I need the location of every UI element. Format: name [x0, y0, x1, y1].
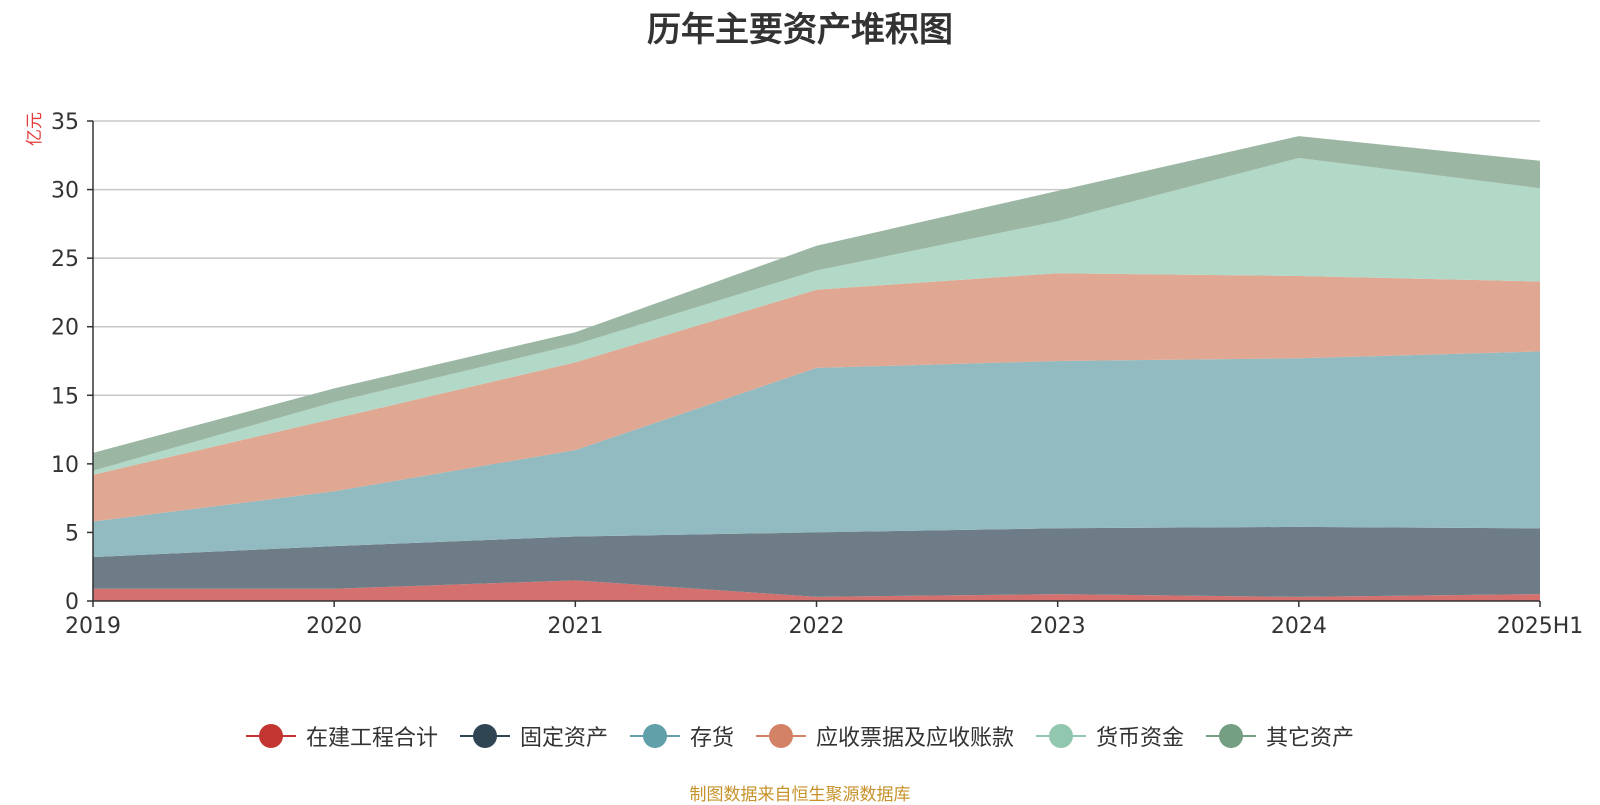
y-tick-label: 10: [51, 453, 79, 478]
legend-label: 存货: [689, 726, 734, 751]
legend-swatch: [629, 724, 680, 748]
legend-item-6[interactable]: 其它资产: [1206, 720, 1354, 752]
x-tick-label: 2021: [547, 614, 603, 639]
x-tick-label: 2020: [306, 614, 362, 639]
legend-item-1[interactable]: 在建工程合计: [245, 720, 438, 752]
chart-title: 历年主要资产堆积图: [647, 10, 953, 50]
legend-swatch: [459, 724, 510, 748]
y-tick-label: 35: [51, 110, 79, 135]
series-area-1: [93, 580, 1540, 601]
legend-label: 在建工程合计: [305, 726, 438, 751]
stacked-area-chart: 0 5 10 15 20 25 30 35 2019 2020 2021 2022 2023 2024 20…: [51, 110, 1584, 639]
series-area-2: [93, 526, 1540, 597]
legend-item-2[interactable]: 固定资产: [459, 720, 608, 752]
x-tick-label: 2022: [789, 614, 845, 639]
legend-item-5[interactable]: 货币资金: [1036, 720, 1184, 752]
legend-swatch: [1206, 724, 1257, 748]
x-tick-label: 2023: [1030, 614, 1086, 639]
series-area-4: [93, 273, 1540, 522]
legend-swatch: [1036, 724, 1087, 748]
legend-item-4[interactable]: 应收票据及应收账款: [756, 720, 1014, 752]
y-tick-label: 0: [65, 590, 79, 615]
legend-swatch: [245, 724, 296, 748]
legend-label: 其它资产: [1266, 726, 1355, 751]
source-note: 制图数据来自恒生聚源数据库: [689, 785, 911, 805]
x-tick-label: 2025H1: [1497, 614, 1584, 639]
legend-label: 固定资产: [519, 726, 608, 751]
chart-legend: 在建工程合计 固定资产 存货 应收票据及应收账款 货币资金 其它资产: [0, 720, 1600, 752]
y-tick-label: 25: [51, 247, 79, 272]
y-tick-label: 5: [65, 521, 79, 546]
series-area-5: [93, 158, 1540, 475]
legend-label: 应收票据及应收账款: [816, 726, 1015, 751]
legend-swatch: [756, 724, 806, 748]
y-tick-label: 30: [51, 179, 79, 204]
x-tick-label: 2024: [1271, 614, 1327, 639]
series-area-6: [93, 136, 1540, 471]
y-tick-label: 20: [51, 316, 79, 341]
legend-label: 货币资金: [1096, 726, 1185, 751]
legend-item-3[interactable]: 存货: [629, 720, 734, 752]
x-tick-label: 2019: [65, 614, 121, 639]
y-tick-label: 15: [51, 384, 79, 409]
series-area-3: [93, 351, 1540, 558]
